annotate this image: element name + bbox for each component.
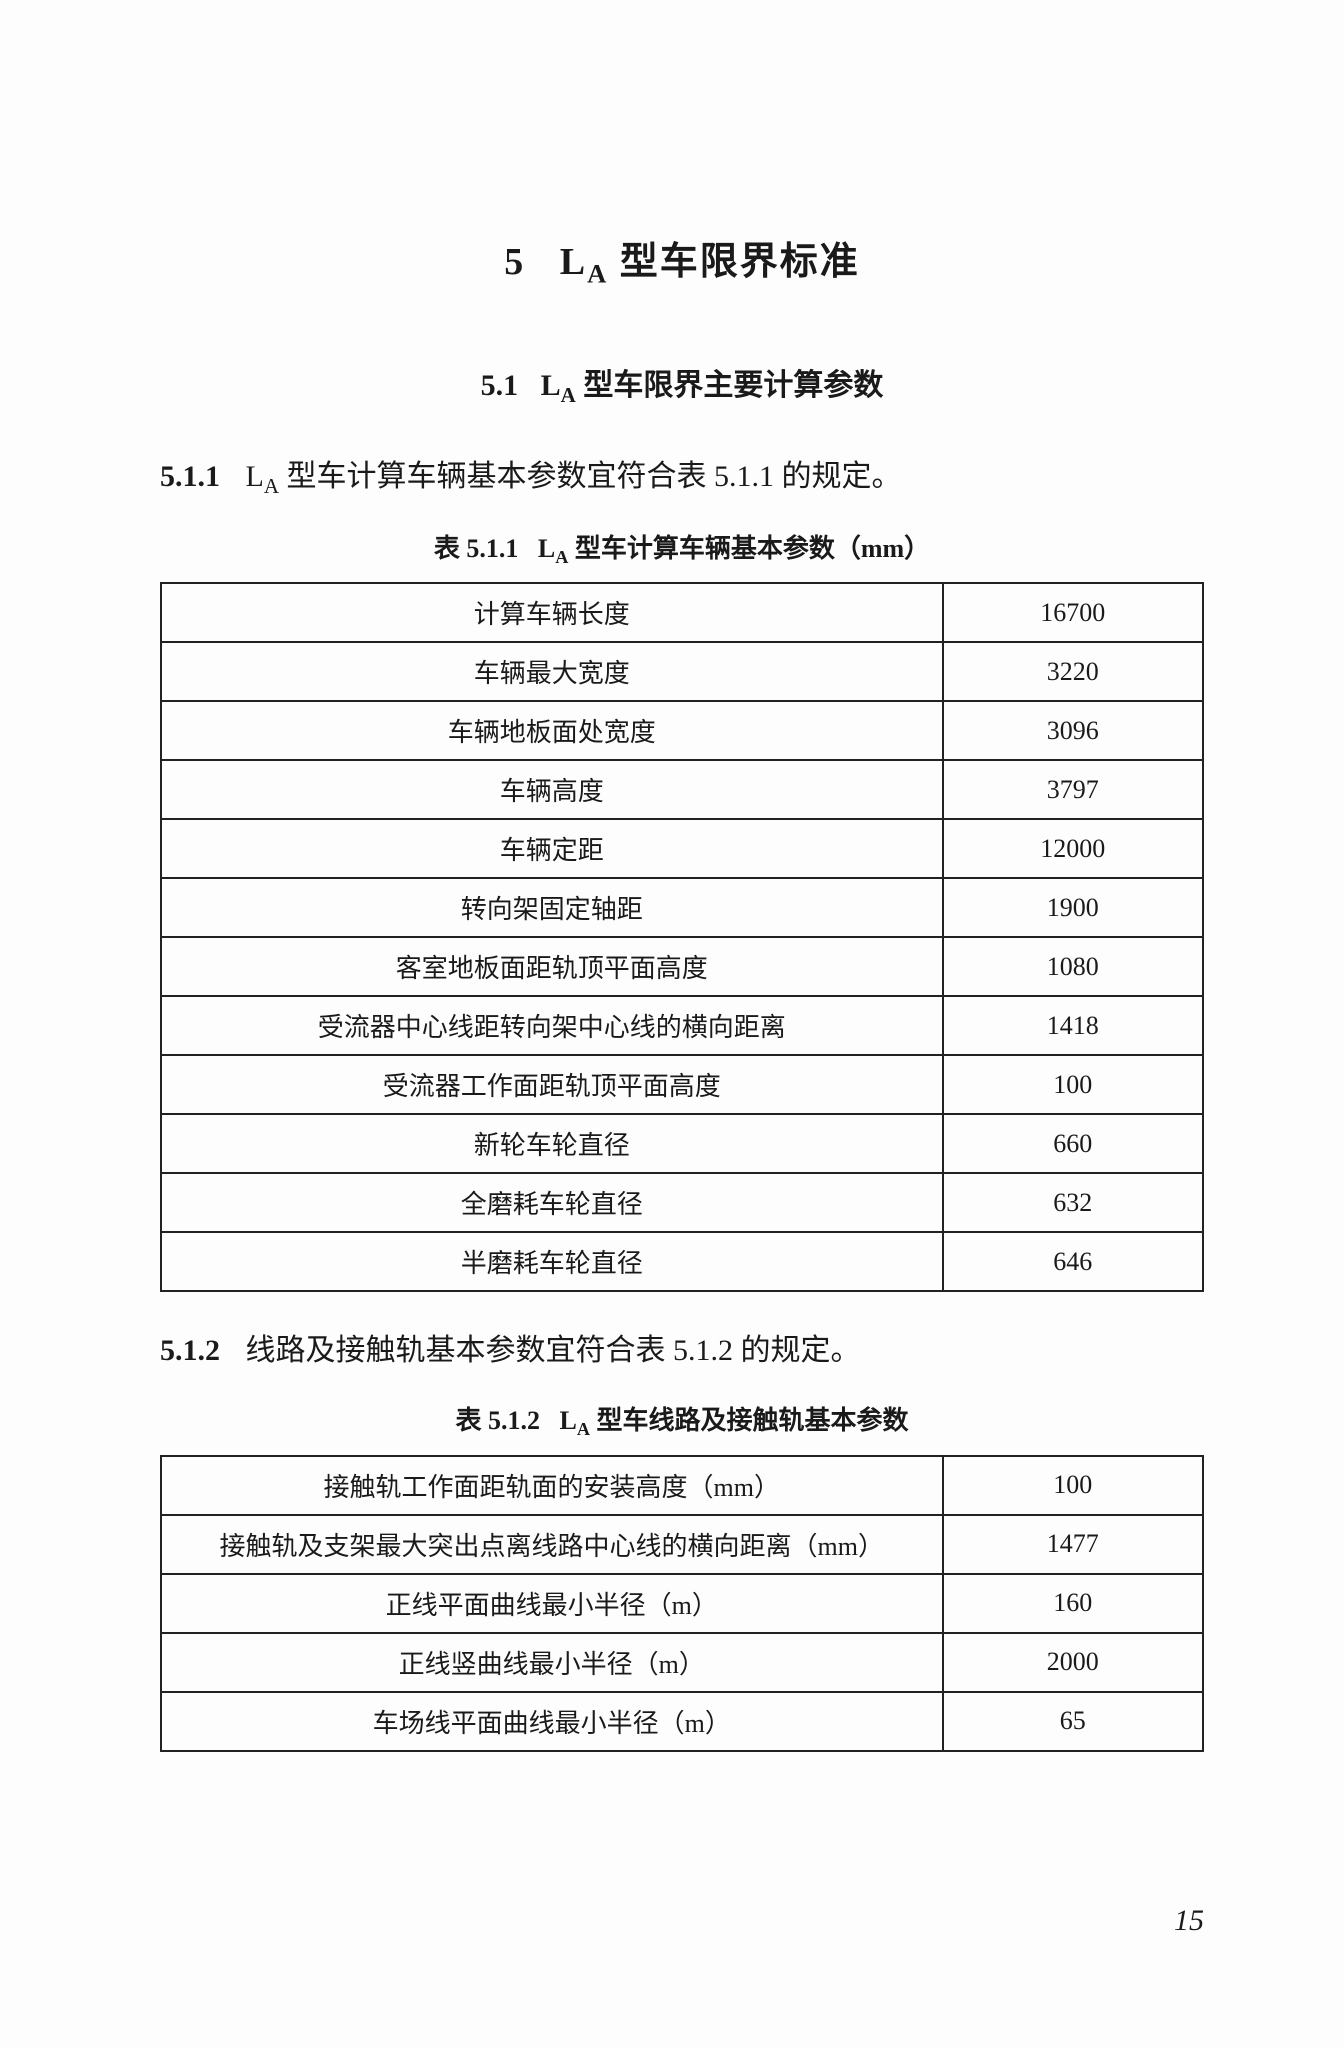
clause-text: 线路及接触轨基本参数宜符合表 5.1.2 的规定。 — [246, 1334, 861, 1367]
row-label: 受流器中心线距转向架中心线的横向距离 — [161, 996, 943, 1055]
row-value: 160 — [943, 1574, 1204, 1633]
table-row: 转向架固定轴距1900 — [161, 878, 1203, 937]
table-5-1-1: 计算车辆长度16700车辆最大宽度3220车辆地板面处宽度3096车辆高度379… — [160, 582, 1204, 1292]
row-label: 车辆定距 — [161, 819, 943, 878]
row-value: 2000 — [943, 1633, 1204, 1692]
table-row: 正线平面曲线最小半径（m）160 — [161, 1574, 1203, 1633]
section-title-pre: L — [541, 369, 561, 402]
document-page: 5 LA 型车限界标准 5.1 LA 型车限界主要计算参数 5.1.1 LA 型… — [0, 0, 1344, 2048]
chapter-title-rest: 型车限界标准 — [608, 241, 860, 283]
row-label: 转向架固定轴距 — [161, 878, 943, 937]
caption-number: 表 5.1.1 — [434, 534, 519, 563]
table-row: 车辆最大宽度3220 — [161, 642, 1203, 701]
table-row: 正线竖曲线最小半径（m）2000 — [161, 1633, 1203, 1692]
chapter-title: 5 LA 型车限界标准 — [160, 230, 1204, 290]
table-row: 车场线平面曲线最小半径（m）65 — [161, 1692, 1203, 1751]
table-row: 接触轨及支架最大突出点离线路中心线的横向距离（mm）1477 — [161, 1515, 1203, 1574]
section-number: 5.1 — [481, 369, 519, 402]
table-5-1-2: 接触轨工作面距轨面的安装高度（mm）100接触轨及支架最大突出点离线路中心线的横… — [160, 1455, 1204, 1752]
table-row: 客室地板面距轨顶平面高度1080 — [161, 937, 1203, 996]
table-row: 计算车辆长度16700 — [161, 583, 1203, 642]
row-value: 1477 — [943, 1515, 1204, 1574]
caption-rest: 型车线路及接触轨基本参数 — [590, 1406, 909, 1435]
row-value: 3797 — [943, 760, 1204, 819]
row-value: 100 — [943, 1456, 1204, 1515]
clause-text-rest: 型车计算车辆基本参数宜符合表 5.1.1 的规定。 — [279, 460, 902, 493]
caption-rest: 型车计算车辆基本参数（mm） — [568, 534, 930, 563]
page-number: 15 — [1174, 1904, 1204, 1938]
row-label: 接触轨工作面距轨面的安装高度（mm） — [161, 1456, 943, 1515]
table-row: 车辆定距12000 — [161, 819, 1203, 878]
row-value: 3220 — [943, 642, 1204, 701]
row-label: 车辆高度 — [161, 760, 943, 819]
clause-5-1-1: 5.1.1 LA 型车计算车辆基本参数宜符合表 5.1.1 的规定。 — [160, 453, 1204, 504]
clause-number: 5.1.1 — [160, 460, 220, 493]
table-row: 车辆高度3797 — [161, 760, 1203, 819]
chapter-title-sub: A — [587, 259, 608, 289]
row-label: 正线竖曲线最小半径（m） — [161, 1633, 943, 1692]
row-label: 新轮车轮直径 — [161, 1114, 943, 1173]
row-label: 车场线平面曲线最小半径（m） — [161, 1692, 943, 1751]
caption-sub: A — [555, 547, 568, 567]
table-row: 接触轨工作面距轨面的安装高度（mm）100 — [161, 1456, 1203, 1515]
table-row: 半磨耗车轮直径646 — [161, 1232, 1203, 1291]
row-value: 65 — [943, 1692, 1204, 1751]
caption-pre: L — [560, 1406, 577, 1435]
row-value: 3096 — [943, 701, 1204, 760]
row-value: 1418 — [943, 996, 1204, 1055]
row-label: 半磨耗车轮直径 — [161, 1232, 943, 1291]
chapter-number: 5 — [504, 241, 525, 283]
table-row: 全磨耗车轮直径632 — [161, 1173, 1203, 1232]
row-label: 车辆地板面处宽度 — [161, 701, 943, 760]
row-label: 受流器工作面距轨顶平面高度 — [161, 1055, 943, 1114]
section-title: 5.1 LA 型车限界主要计算参数 — [160, 360, 1204, 408]
caption-number: 表 5.1.2 — [455, 1406, 540, 1435]
table-row: 新轮车轮直径660 — [161, 1114, 1203, 1173]
row-value: 660 — [943, 1114, 1204, 1173]
section-title-rest: 型车限界主要计算参数 — [576, 369, 884, 402]
row-label: 接触轨及支架最大突出点离线路中心线的横向距离（mm） — [161, 1515, 943, 1574]
table-row: 受流器工作面距轨顶平面高度100 — [161, 1055, 1203, 1114]
table-5-1-1-caption: 表 5.1.1 LA 型车计算车辆基本参数（mm） — [160, 528, 1204, 568]
row-label: 客室地板面距轨顶平面高度 — [161, 937, 943, 996]
row-label: 全磨耗车轮直径 — [161, 1173, 943, 1232]
clause-5-1-2: 5.1.2 线路及接触轨基本参数宜符合表 5.1.2 的规定。 — [160, 1327, 1204, 1375]
row-label: 车辆最大宽度 — [161, 642, 943, 701]
section-title-sub: A — [561, 383, 576, 407]
caption-pre: L — [538, 534, 555, 563]
table-row: 受流器中心线距转向架中心线的横向距离1418 — [161, 996, 1203, 1055]
row-value: 12000 — [943, 819, 1204, 878]
clause-number: 5.1.2 — [160, 1334, 220, 1367]
table-5-1-2-caption: 表 5.1.2 LA 型车线路及接触轨基本参数 — [160, 1400, 1204, 1440]
row-value: 632 — [943, 1173, 1204, 1232]
row-label: 正线平面曲线最小半径（m） — [161, 1574, 943, 1633]
row-value: 646 — [943, 1232, 1204, 1291]
clause-text-pre: L — [246, 460, 264, 493]
row-value: 1900 — [943, 878, 1204, 937]
clause-text-sub: A — [264, 474, 279, 498]
chapter-title-pre: L — [560, 241, 587, 283]
row-value: 1080 — [943, 937, 1204, 996]
caption-sub: A — [577, 1420, 590, 1440]
row-value: 16700 — [943, 583, 1204, 642]
row-value: 100 — [943, 1055, 1204, 1114]
row-label: 计算车辆长度 — [161, 583, 943, 642]
table-row: 车辆地板面处宽度3096 — [161, 701, 1203, 760]
